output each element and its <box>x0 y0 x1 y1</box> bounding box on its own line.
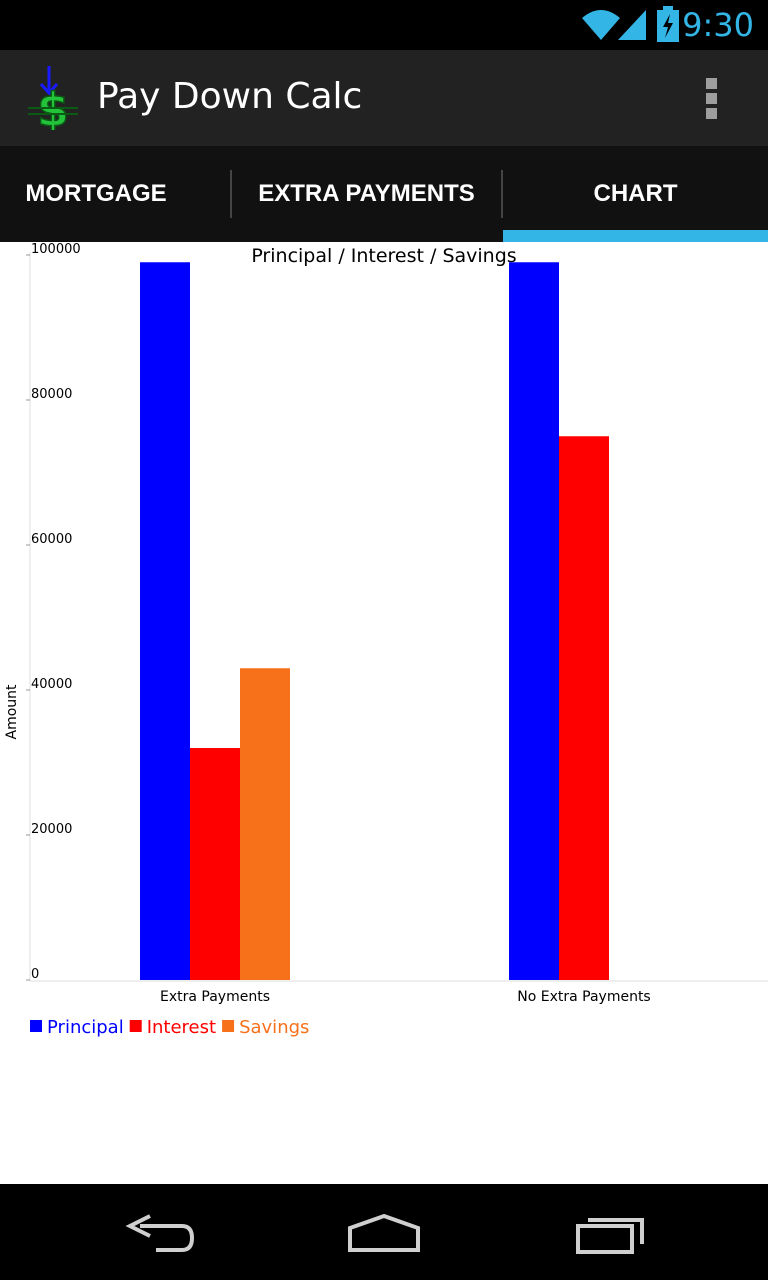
legend-label: Savings <box>239 1017 309 1038</box>
chart-title: Principal / Interest / Savings <box>251 245 516 267</box>
overflow-menu-icon[interactable] <box>690 70 734 126</box>
legend-label: Principal <box>47 1017 124 1038</box>
navigation-bar <box>0 1184 768 1280</box>
legend-swatch <box>30 1020 42 1032</box>
tab-divider <box>230 170 232 218</box>
x-tick-label: Extra Payments <box>160 989 270 1005</box>
tab-label: CHART <box>593 180 678 207</box>
bar-interest <box>190 748 240 980</box>
status-time: 9:30 <box>682 6 754 44</box>
svg-text:$: $ <box>37 83 69 130</box>
bar-savings <box>240 668 290 980</box>
action-bar: $ Pay Down Calc <box>0 50 768 146</box>
tab-chart[interactable]: CHART <box>503 146 768 242</box>
y-tick-label: 0 <box>31 967 39 982</box>
y-tick-label: 20000 <box>31 822 72 837</box>
chart-area: Principal / Interest / Savings Amount 0 2… <box>0 242 768 1184</box>
y-tick-label: 40000 <box>31 677 72 692</box>
status-bar: 9:30 <box>0 0 768 50</box>
wifi-icon <box>582 10 620 40</box>
legend-swatch <box>222 1020 235 1032</box>
bar-interest <box>559 436 609 980</box>
y-axis-label: Amount <box>4 684 20 740</box>
tab-label: EXTRA PAYMENTS <box>258 180 475 207</box>
signal-icon <box>618 10 646 40</box>
back-icon[interactable] <box>120 1204 240 1260</box>
tab-selected-indicator <box>503 230 768 242</box>
bar-principal <box>140 262 190 980</box>
battery-charging-icon <box>657 6 679 42</box>
legend-label: Interest <box>147 1017 216 1038</box>
y-tick-label: 80000 <box>31 387 72 402</box>
app-title: Pay Down Calc <box>97 76 363 117</box>
legend-swatch <box>129 1020 142 1032</box>
tab-bar: MORTGAGE EXTRA PAYMENTS CHART <box>0 146 768 242</box>
y-tick-label: 60000 <box>31 532 72 547</box>
tab-mortgage[interactable]: MORTGAGE <box>0 146 192 242</box>
bar-chart: Principal / Interest / Savings Amount 0 2… <box>4 242 768 1038</box>
tab-label: MORTGAGE <box>25 180 167 207</box>
tab-extra-payments[interactable]: EXTRA PAYMENTS <box>232 146 501 242</box>
home-icon[interactable] <box>324 1204 444 1260</box>
y-tick-label: 100000 <box>31 242 81 257</box>
recent-apps-icon[interactable] <box>550 1204 670 1260</box>
x-tick-label: No Extra Payments <box>517 989 650 1005</box>
dollar-arrow-icon[interactable]: $ <box>24 64 82 130</box>
bar-principal <box>509 262 559 980</box>
tab-divider <box>501 170 503 218</box>
